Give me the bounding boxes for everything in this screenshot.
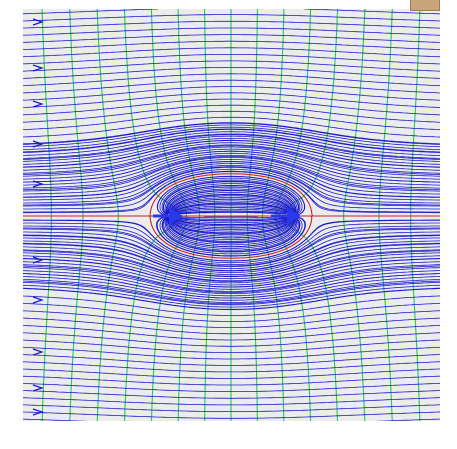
streamline [23,104,440,123]
streamline [23,14,440,22]
streamline [23,361,440,373]
streamline [23,179,440,265]
flow-arrow-icon [32,100,44,108]
corner-tab [410,0,440,11]
streamline [23,186,440,273]
streamline [23,60,440,72]
streamline [23,390,440,399]
flow-arrow-icon [32,180,44,188]
streamline [23,124,440,219]
streamline [23,122,440,145]
source-sink-markers [153,207,301,225]
streamline [23,155,440,242]
streamline [23,207,440,299]
streamline [23,73,440,87]
source-arrow-icon [153,207,183,225]
streamline [23,129,440,222]
flow-arrow-icon [32,256,44,264]
streamline [23,190,440,277]
flow-arrow-icon [32,408,44,416]
streamline [23,418,440,421]
streamline [23,325,440,341]
streamline [23,157,440,244]
equipotential-line [69,9,84,421]
streamline [23,302,440,322]
streamline [23,177,440,264]
streamline [23,339,440,353]
streamline [23,34,440,43]
streamline [23,27,440,36]
flow-arrow-icon [32,64,44,72]
streamline [23,284,440,308]
streamline [23,397,440,406]
streamline [23,375,440,386]
streamline [23,195,440,284]
flow-arrow-icon [32,296,44,304]
streamline [23,86,440,101]
equipotential-line [246,9,258,421]
streamline [23,212,440,306]
streamline [23,193,440,282]
streamline [23,168,440,255]
streamline [23,165,440,251]
streamline [23,116,440,138]
streamline [23,180,440,267]
streamline [23,295,440,316]
streamline [23,317,440,335]
streamline [23,310,440,328]
streamline [23,411,440,419]
streamline [23,163,440,249]
dividing-streamline [23,173,440,259]
streamline [23,47,440,58]
streamline [23,332,440,347]
streamline [23,170,440,257]
sink-arrow-icon [271,207,301,225]
streamline [23,346,440,360]
streamline [23,159,440,246]
streamline [23,185,440,271]
streamline [23,150,440,239]
streamline [23,287,440,310]
flow-arrow-icon [32,140,44,148]
streamline [23,181,440,267]
flow-arrow-icon [32,18,44,26]
streamline [23,156,440,243]
streamline [23,368,440,379]
streamline [23,210,440,303]
streamline [23,404,440,412]
streamline [23,54,440,65]
streamline [23,208,440,301]
streamline [23,175,440,262]
streamline [23,67,440,79]
streamline [23,183,440,269]
streamline [23,354,440,366]
streamline [23,161,440,247]
streamline [23,167,440,253]
streamline [23,122,440,217]
streamline [23,9,440,15]
streamline [23,79,440,94]
flow-arrow-icon [32,384,44,392]
streamline [23,382,440,392]
streamline [23,152,440,240]
streamline [23,192,440,280]
streamline [23,166,440,252]
streamline [23,20,440,29]
streamline [23,40,440,50]
streamline [23,146,440,235]
flow-arrow-icon [32,348,44,356]
streamline [23,98,440,116]
streamline [23,197,440,286]
inflow-arrows [32,18,44,416]
streamline [23,126,440,220]
streamlines [23,9,440,421]
streamline [23,92,440,108]
streamline [23,110,440,131]
streamline [23,188,440,275]
